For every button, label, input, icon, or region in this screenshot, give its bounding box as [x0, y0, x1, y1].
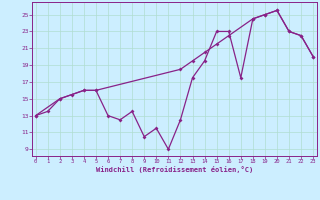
X-axis label: Windchill (Refroidissement éolien,°C): Windchill (Refroidissement éolien,°C)	[96, 166, 253, 173]
